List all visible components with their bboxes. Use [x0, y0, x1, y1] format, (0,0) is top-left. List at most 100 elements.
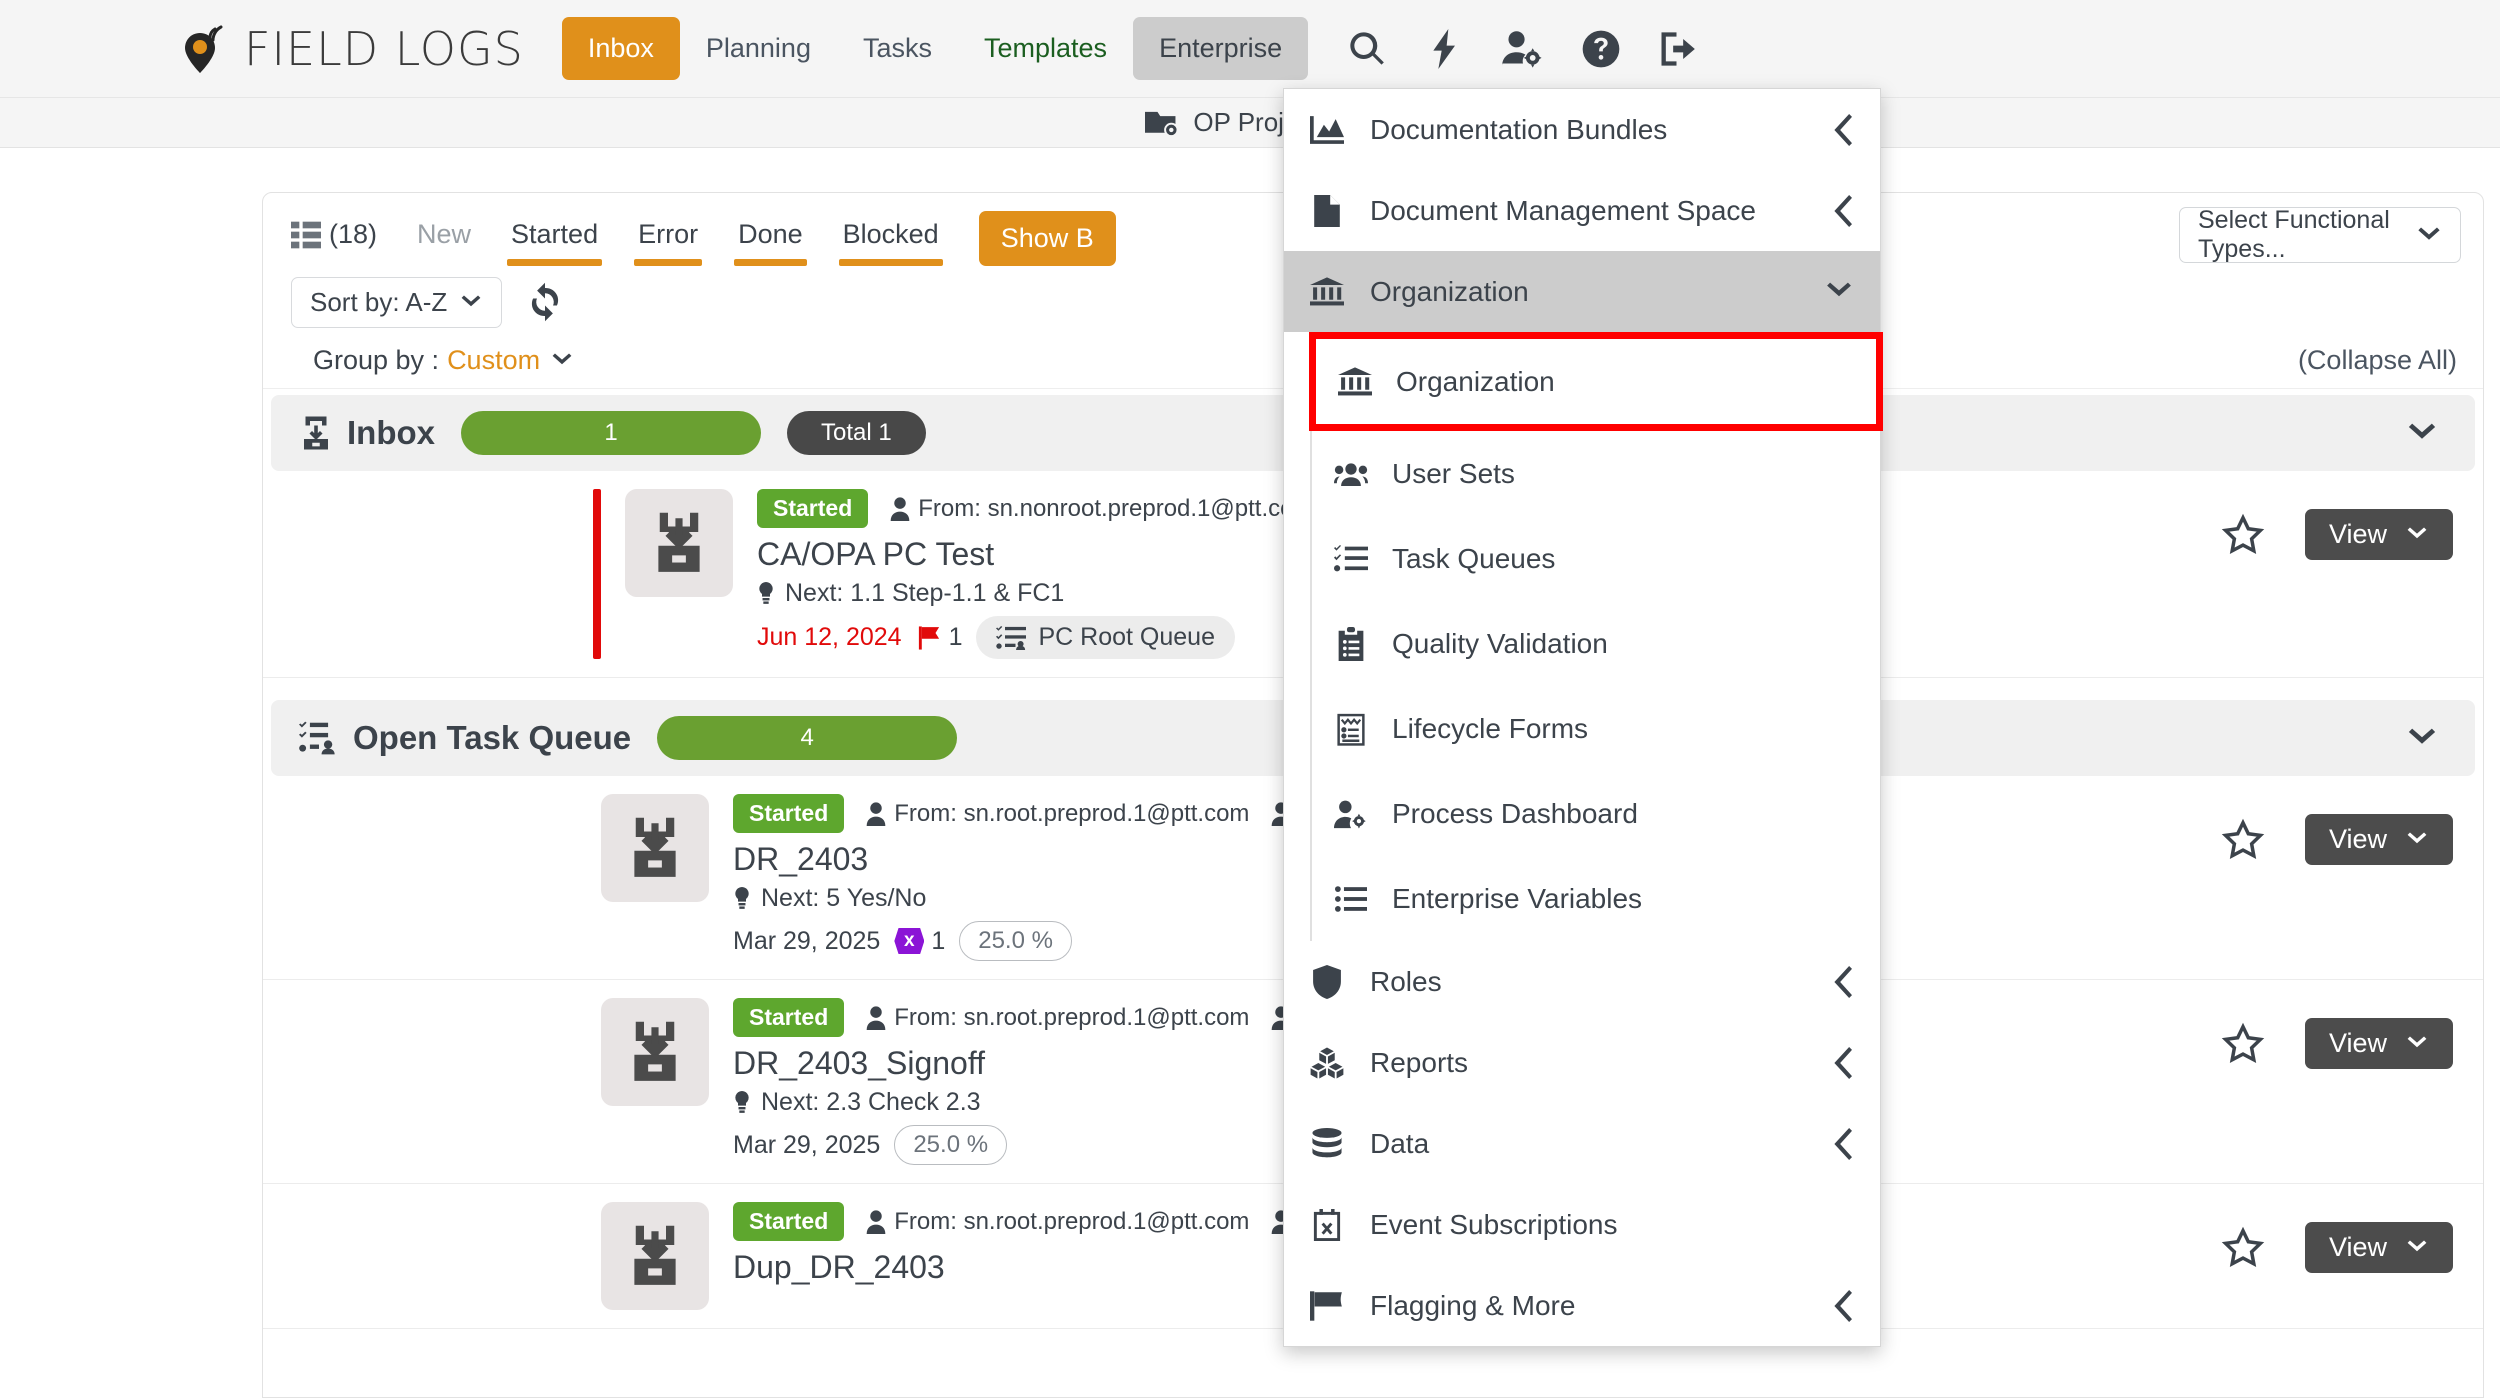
item-from-text: From: sn.nonroot.preprod.1@ptt.com [918, 494, 1314, 522]
submenu-item-label: Process Dashboard [1392, 797, 1638, 829]
organization-submenu: Organization User Sets Task Q [1309, 332, 1883, 941]
item-date: Jun 12, 2024 [757, 623, 902, 651]
menu-item-label: Reports [1370, 1046, 1469, 1078]
user-settings-icon[interactable] [1502, 28, 1544, 70]
brand-logo-group[interactable]: FIELD LOGS [182, 22, 524, 76]
logout-icon[interactable] [1658, 28, 1700, 70]
chevron-down-icon[interactable] [550, 353, 574, 368]
item-thumbnail [625, 489, 733, 597]
project-subheader: OP Project [0, 98, 2500, 148]
chevron-left-icon [1834, 1289, 1854, 1322]
item-title[interactable]: DR_2403 [733, 841, 869, 877]
submenu-item-organization[interactable]: Organization [1316, 339, 1876, 424]
submenu-item-task-queues[interactable]: Task Queues [1312, 516, 1880, 601]
nav-tab-enterprise[interactable]: Enterprise [1133, 17, 1309, 80]
menu-item-documentation-bundles[interactable]: Documentation Bundles [1284, 89, 1880, 170]
search-icon[interactable] [1346, 28, 1388, 70]
help-icon[interactable] [1580, 28, 1622, 70]
bank-icon [1310, 276, 1344, 307]
star-outline-icon[interactable] [2221, 1226, 2265, 1270]
submenu-item-label: Enterprise Variables [1392, 882, 1643, 914]
filter-tab-blocked[interactable]: Blocked [838, 211, 943, 266]
menu-item-reports[interactable]: Reports [1284, 1022, 1880, 1103]
item-actions: View [2221, 814, 2453, 865]
menu-item-data[interactable]: Data [1284, 1103, 1880, 1184]
chevron-down-icon[interactable] [2405, 728, 2439, 749]
star-outline-icon[interactable] [2221, 1022, 2265, 1066]
item-date: Mar 29, 2025 [733, 1130, 881, 1159]
chevron-down-icon [2405, 832, 2429, 847]
lightbulb-icon [733, 886, 751, 911]
filter-tab-error[interactable]: Error [634, 211, 703, 266]
chevron-left-icon [1834, 1046, 1854, 1079]
view-button[interactable]: View [2304, 1222, 2453, 1273]
item-queue-chip[interactable]: PC Root Queue [976, 616, 1235, 659]
submenu-item-label: Lifecycle Forms [1392, 712, 1589, 744]
menu-item-flagging-and-more[interactable]: Flagging & More [1284, 1265, 1880, 1346]
refresh-icon[interactable] [524, 281, 566, 323]
nav-tab-templates[interactable]: Templates [984, 33, 1108, 63]
chart-area-icon [1310, 115, 1344, 144]
submenu-item-user-sets[interactable]: User Sets [1312, 431, 1880, 516]
users-icon [1334, 461, 1368, 487]
submenu-item-process-dashboard[interactable]: Process Dashboard [1312, 771, 1880, 856]
item-from: From: sn.nonroot.preprod.1@ptt.com [890, 495, 1313, 523]
group-title-inbox: Inbox [299, 414, 435, 452]
nav-tab-tasks[interactable]: Tasks [862, 33, 932, 63]
view-button-label: View [2328, 1232, 2387, 1262]
menu-item-document-management-space[interactable]: Document Management Space [1284, 170, 1880, 251]
item-date: Mar 29, 2025 [733, 926, 881, 955]
item-from-text: From: sn.root.preprod.1@ptt.com [894, 1207, 1250, 1235]
nav-tab-planning[interactable]: Planning [705, 33, 811, 63]
menu-item-label: Documentation Bundles [1370, 113, 1668, 145]
group-title-open-task-queue: Open Task Queue [299, 719, 631, 757]
submenu-item-label: Task Queues [1392, 542, 1556, 574]
chevron-left-icon [1834, 1127, 1854, 1160]
grid-count-group[interactable]: (18) [291, 219, 377, 250]
view-button[interactable]: View [2304, 509, 2453, 560]
item-title[interactable]: DR_2403_Signoff [733, 1045, 986, 1081]
star-outline-icon[interactable] [2221, 513, 2265, 557]
nav-tab-inbox[interactable]: Inbox [561, 17, 680, 80]
item-body: Started From: sn.root.preprod.1@ptt.com … [733, 1202, 2483, 1286]
sort-by-select[interactable]: Sort by: A-Z [291, 276, 503, 328]
chevron-left-icon [1834, 194, 1854, 227]
menu-item-event-subscriptions[interactable]: Event Subscriptions [1284, 1184, 1880, 1265]
functional-types-select[interactable]: Select Functional Types... [2179, 206, 2461, 263]
item-x-count-text: 1 [931, 926, 946, 955]
submenu-item-label: Quality Validation [1392, 627, 1608, 659]
list-item[interactable]: Started From: sn.root.preprod.1@ptt.com … [263, 980, 2483, 1184]
inbox-download-icon [624, 815, 686, 881]
item-from: From: sn.root.preprod.1@ptt.com [866, 1208, 1249, 1236]
submenu-item-lifecycle-forms[interactable]: Lifecycle Forms [1312, 686, 1880, 771]
location-pin-signal-icon [182, 23, 228, 75]
star-outline-icon[interactable] [2221, 818, 2265, 862]
item-thumbnail [601, 794, 709, 902]
collapse-all-link[interactable]: (Collapse All) [2297, 345, 2457, 375]
lightbulb-icon [733, 1090, 751, 1115]
view-button[interactable]: View [2304, 1018, 2453, 1069]
chevron-down-icon[interactable] [2405, 423, 2439, 444]
submenu-item-enterprise-variables[interactable]: Enterprise Variables [1312, 856, 1880, 941]
filter-tab-done[interactable]: Done [734, 211, 807, 266]
list-item[interactable]: Started From: sn.root.preprod.1@ptt.com … [263, 1184, 2483, 1329]
view-button[interactable]: View [2304, 814, 2453, 865]
grid-icon[interactable] [291, 221, 321, 249]
x-badge-icon: x [894, 928, 925, 954]
bolt-icon[interactable] [1424, 28, 1466, 70]
menu-item-organization[interactable]: Organization [1284, 251, 1880, 332]
submenu-item-quality-validation[interactable]: Quality Validation [1312, 601, 1880, 686]
show-button[interactable]: Show B [978, 211, 1116, 266]
item-next-step: Next: 5 Yes/No [733, 884, 2483, 913]
filter-tab-new[interactable]: New [417, 219, 472, 249]
menu-item-roles[interactable]: Roles [1284, 941, 1880, 1022]
menu-item-label: Data [1370, 1127, 1430, 1159]
item-progress-chip: 25.0 % [894, 1125, 1008, 1165]
filter-tab-started[interactable]: Started [507, 211, 603, 266]
group-by-value[interactable]: Custom [447, 345, 541, 375]
item-title[interactable]: Dup_DR_2403 [733, 1249, 945, 1285]
view-button-label: View [2328, 519, 2387, 549]
item-actions: View [2221, 1222, 2453, 1273]
task-list-icon [1334, 544, 1368, 573]
item-title[interactable]: CA/OPA PC Test [757, 536, 995, 572]
